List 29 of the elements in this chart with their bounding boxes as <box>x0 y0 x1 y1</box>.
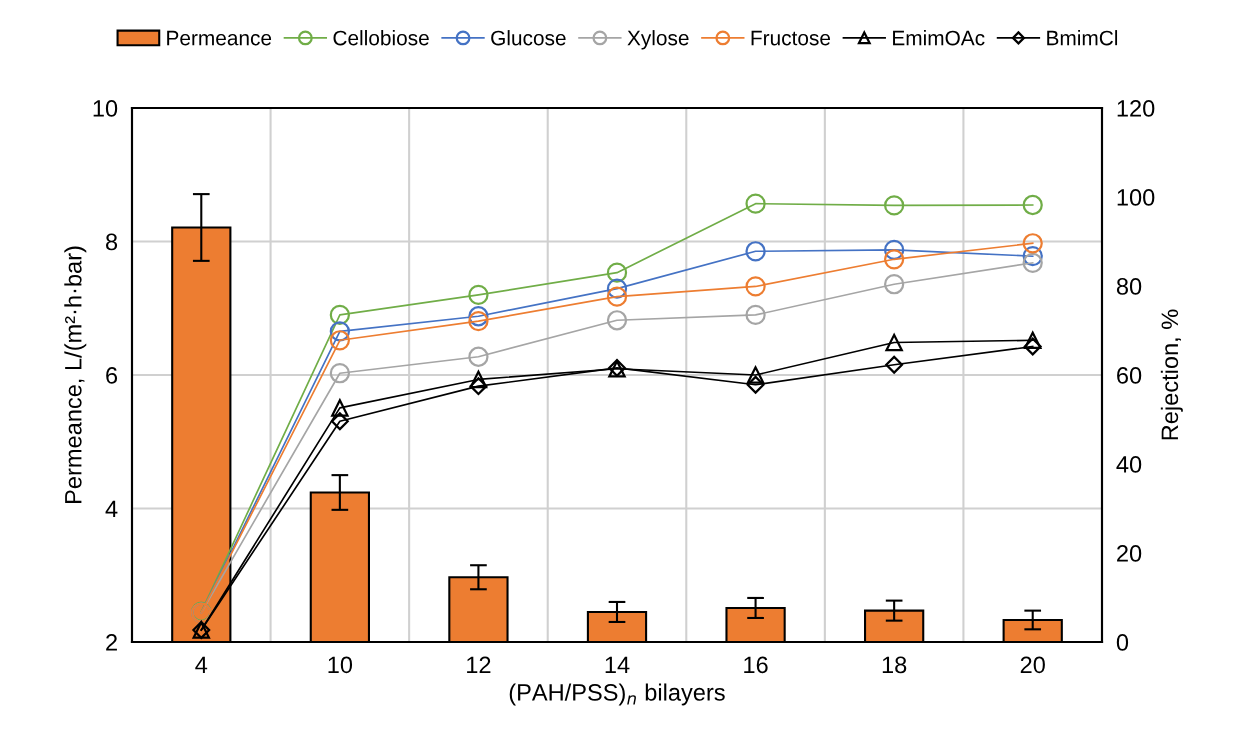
legend-label: BmimCl <box>1047 30 1118 46</box>
legend-label: Fructose <box>751 30 831 46</box>
x-tick-label: 12 <box>467 656 491 673</box>
x-tick-label: 10 <box>328 656 353 674</box>
y2-tick-label: 0 <box>1116 634 1129 651</box>
legend-label: EmimOAc <box>893 30 985 46</box>
y2-tick-label: 100 <box>1117 189 1155 206</box>
legend-label: Permeance <box>167 30 272 46</box>
legend-label: Xylose <box>627 30 689 50</box>
legend-label: Cellobiose <box>333 30 429 46</box>
y-tick-label: 4 <box>105 500 118 518</box>
y-axis-title: Permeance, L/(m²·h·bar) <box>64 246 87 503</box>
y-tick-label: 10 <box>93 100 118 117</box>
y2-axis-title: Rejection, % <box>1160 309 1183 440</box>
x-tick-label: 18 <box>882 656 907 674</box>
y2-tick-label: 60 <box>1117 367 1142 384</box>
y2-tick-label: 120 <box>1117 100 1155 117</box>
y2-tick-label: 80 <box>1116 278 1142 295</box>
x-tick-label: 14 <box>605 656 630 673</box>
y-tick-label: 8 <box>106 233 118 251</box>
x-tick-label: 16 <box>744 656 768 674</box>
y2-tick-label: 20 <box>1117 545 1142 562</box>
x-tick-label: 20 <box>1020 656 1045 674</box>
y2-tick-label: 40 <box>1116 456 1142 473</box>
y-tick-label: 6 <box>106 367 118 384</box>
y-tick-label: 2 <box>106 634 117 651</box>
x-axis-title: (PAH/PSS)$_{n}$ bilayers <box>509 683 725 706</box>
legend-label: Glucose <box>491 30 566 46</box>
x-tick-label: 4 <box>195 656 208 673</box>
